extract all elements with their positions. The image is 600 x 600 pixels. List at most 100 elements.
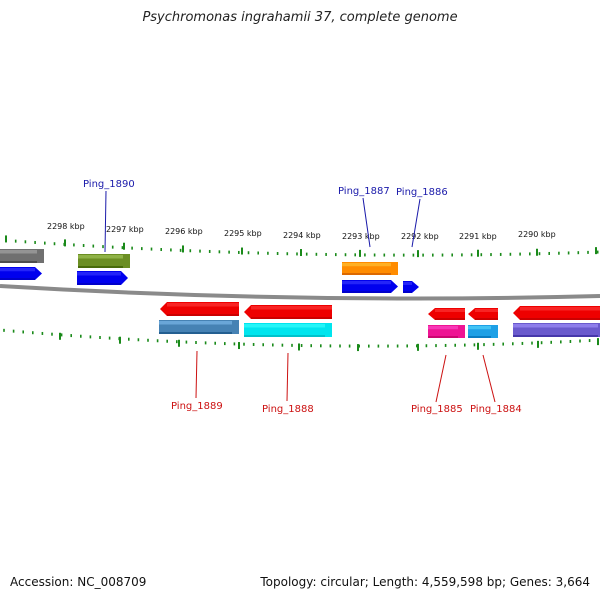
minor-tick: [247, 251, 250, 255]
major-tick: [298, 343, 300, 351]
major-tick: [182, 245, 184, 253]
minor-tick: [286, 252, 289, 256]
feature-steelblue: [159, 320, 239, 334]
scale-label: 2293 kbp: [342, 232, 380, 241]
major-tick: [5, 235, 7, 243]
major-tick: [119, 336, 121, 344]
minor-tick: [377, 344, 380, 348]
minor-tick: [185, 340, 188, 344]
cds-forward: [0, 267, 42, 280]
minor-tick: [150, 247, 153, 251]
gene-callout-line: [195, 350, 198, 399]
major-tick: [178, 339, 180, 347]
label-layer: 2298 kbp 2297 kbp 2296 kbp 2295 kbp 2294 kbp…: [47, 179, 556, 415]
feature-orange: [342, 262, 398, 275]
minor-tick: [509, 252, 512, 256]
minor-tick: [422, 253, 424, 257]
minor-tick: [499, 252, 502, 256]
minor-tick: [435, 344, 437, 348]
inner-tick-track: [3, 328, 599, 352]
gene-label-ping-1885: Ping_1885: [411, 404, 463, 415]
minor-tick: [567, 251, 570, 255]
minor-tick: [596, 250, 599, 254]
gene-callout-line: [286, 352, 289, 402]
major-tick: [238, 342, 240, 350]
minor-tick: [406, 344, 408, 348]
minor-tick: [315, 252, 318, 256]
minor-tick: [257, 251, 259, 255]
minor-tick: [199, 249, 201, 253]
minor-tick: [512, 342, 514, 346]
minor-tick: [402, 253, 405, 257]
gene-callout-line: [435, 354, 447, 403]
scale-label: 2296 kbp: [165, 227, 203, 236]
scale-label: 2292 kbp: [401, 232, 439, 241]
cds-reverse: [160, 302, 239, 316]
minor-tick: [267, 251, 269, 255]
major-tick: [241, 247, 243, 255]
minor-tick: [272, 343, 274, 347]
scale-label: 2291 kbp: [459, 232, 497, 241]
minor-tick: [166, 339, 168, 343]
minor-tick: [32, 331, 34, 335]
minor-tick: [137, 338, 140, 342]
minor-tick: [305, 252, 308, 256]
genome-summary-text: Topology: circular; Length: 4,559,598 bp…: [260, 575, 590, 589]
outer-tick-track: [5, 235, 599, 258]
cds-forward: [77, 271, 128, 285]
minor-tick: [579, 339, 581, 343]
minor-tick: [296, 252, 298, 256]
cds-reverse: [244, 305, 332, 319]
minor-tick: [51, 332, 53, 336]
cds-reverse: [468, 308, 498, 320]
gene-label-ping-1890: Ping_1890: [83, 179, 135, 190]
minor-tick: [492, 342, 495, 346]
gene-label-ping-1888: Ping_1888: [262, 404, 314, 415]
scale-label: 2297 kbp: [106, 225, 144, 234]
major-tick: [417, 250, 419, 258]
cds-forward: [403, 281, 419, 293]
major-tick: [595, 247, 597, 255]
minor-tick: [364, 253, 366, 257]
gene-callout-line: [104, 190, 107, 253]
minor-tick: [587, 250, 589, 254]
minor-tick: [291, 343, 293, 347]
minor-tick: [276, 252, 279, 256]
minor-tick: [224, 342, 226, 346]
minor-tick: [558, 251, 560, 255]
minor-tick: [416, 344, 418, 348]
minor-tick: [80, 334, 82, 338]
minor-tick: [243, 342, 245, 346]
cds-forward: [342, 280, 398, 293]
minor-tick: [70, 334, 72, 338]
minor-tick: [89, 335, 92, 339]
feature-gray: [0, 249, 44, 263]
minor-tick: [147, 338, 149, 342]
minor-tick: [238, 250, 240, 254]
minor-tick: [176, 340, 178, 344]
minor-tick: [577, 251, 580, 255]
minor-tick: [368, 344, 370, 348]
minor-tick: [387, 344, 389, 348]
minor-tick: [569, 339, 572, 343]
minor-tick: [108, 336, 111, 340]
minor-tick: [204, 341, 207, 345]
minor-tick: [335, 253, 337, 257]
feature-track: [0, 249, 600, 338]
cds-reverse: [428, 308, 465, 320]
major-tick: [359, 249, 361, 257]
minor-tick: [156, 339, 159, 343]
minor-tick: [358, 344, 360, 348]
minor-tick: [451, 253, 453, 257]
accession-text: Accession: NC_008709: [10, 575, 147, 589]
gene-callout-line: [482, 354, 496, 403]
major-tick: [357, 344, 359, 352]
major-tick: [477, 342, 479, 350]
gene-callout-line: [362, 197, 371, 248]
minor-tick: [432, 253, 434, 257]
minor-tick: [461, 253, 463, 257]
minor-tick: [24, 240, 27, 244]
major-tick: [300, 249, 302, 257]
genome-backbone: [0, 284, 600, 301]
minor-tick: [12, 329, 15, 333]
